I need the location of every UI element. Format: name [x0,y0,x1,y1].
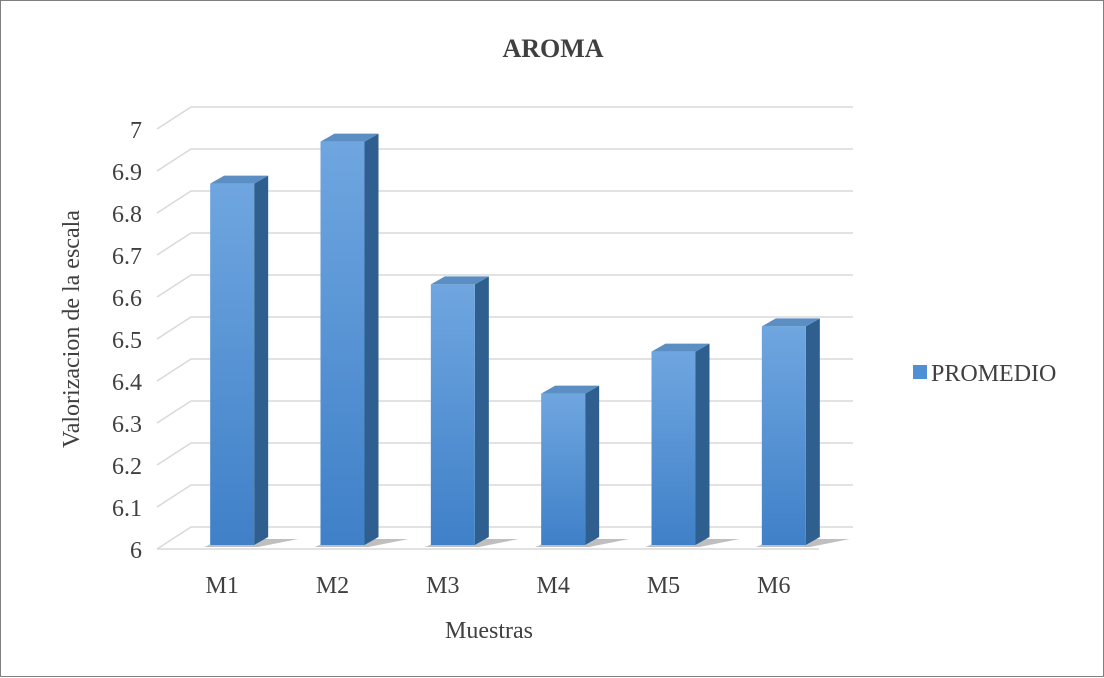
bar-top [651,343,710,352]
bars [210,133,820,545]
bar [210,175,269,545]
bar-top [210,175,269,184]
bar-front [761,326,806,545]
bar-side [254,175,269,545]
bar-side [364,133,379,545]
gridline [156,274,853,298]
bar [651,343,710,545]
bar [761,318,820,545]
x-tick-labels: M1 M2 M3 M4 M5 M6 [205,573,790,599]
gridline [156,106,853,130]
y-tick-label: 6.8 [112,202,142,228]
y-axis-label: Valorizacion de la escala [59,210,85,448]
gridline [156,442,853,466]
x-tick-label: M4 [536,573,569,599]
bar-front [651,351,696,545]
gridline [156,148,853,172]
y-tick-label: 6.9 [112,160,142,186]
gridline [156,484,853,508]
legend: PROMEDIO [913,361,1056,387]
y-tick-label: 6.4 [112,370,142,396]
bar [430,276,489,545]
legend-label: PROMEDIO [931,361,1056,387]
y-tick-label: 6.5 [112,328,142,354]
gridline [156,316,853,340]
x-tick-label: M2 [316,573,349,599]
gridlines [156,106,853,550]
bar-side [805,318,820,545]
x-tick-label: M3 [426,573,459,599]
bar-front [541,393,586,545]
bar-top [320,133,379,142]
bar-top [761,318,820,327]
x-tick-label: M6 [757,573,790,599]
x-tick-label: M5 [647,573,680,599]
gridline [156,400,853,424]
gridline [156,526,853,550]
x-axis-label: Muestras [445,618,533,644]
bar-front [320,141,365,545]
chart-title: AROMA [502,34,603,63]
bar-top [430,276,489,285]
y-tick-labels: 6 6.1 6.2 6.3 6.4 6.5 6.6 6.7 6.8 6.9 7 [112,118,142,564]
bar-side [474,276,489,545]
bar-front [430,284,475,545]
bar-side [585,385,600,545]
legend-swatch [913,365,927,379]
x-tick-label: M1 [205,573,238,599]
bar-front [210,183,255,545]
gridline [156,190,853,214]
bar-top [541,385,600,394]
bar [320,133,379,545]
gridline [156,232,853,256]
gridline [156,358,853,382]
y-tick-label: 7 [130,118,142,144]
y-tick-label: 6.6 [112,286,142,312]
y-tick-label: 6.2 [112,454,142,480]
y-tick-label: 6.7 [112,244,142,270]
y-tick-label: 6.1 [112,496,142,522]
y-tick-label: 6.3 [112,412,142,438]
bar-shadows [204,539,850,547]
bar-side [695,343,710,545]
bar [541,385,600,545]
y-tick-label: 6 [130,538,142,564]
